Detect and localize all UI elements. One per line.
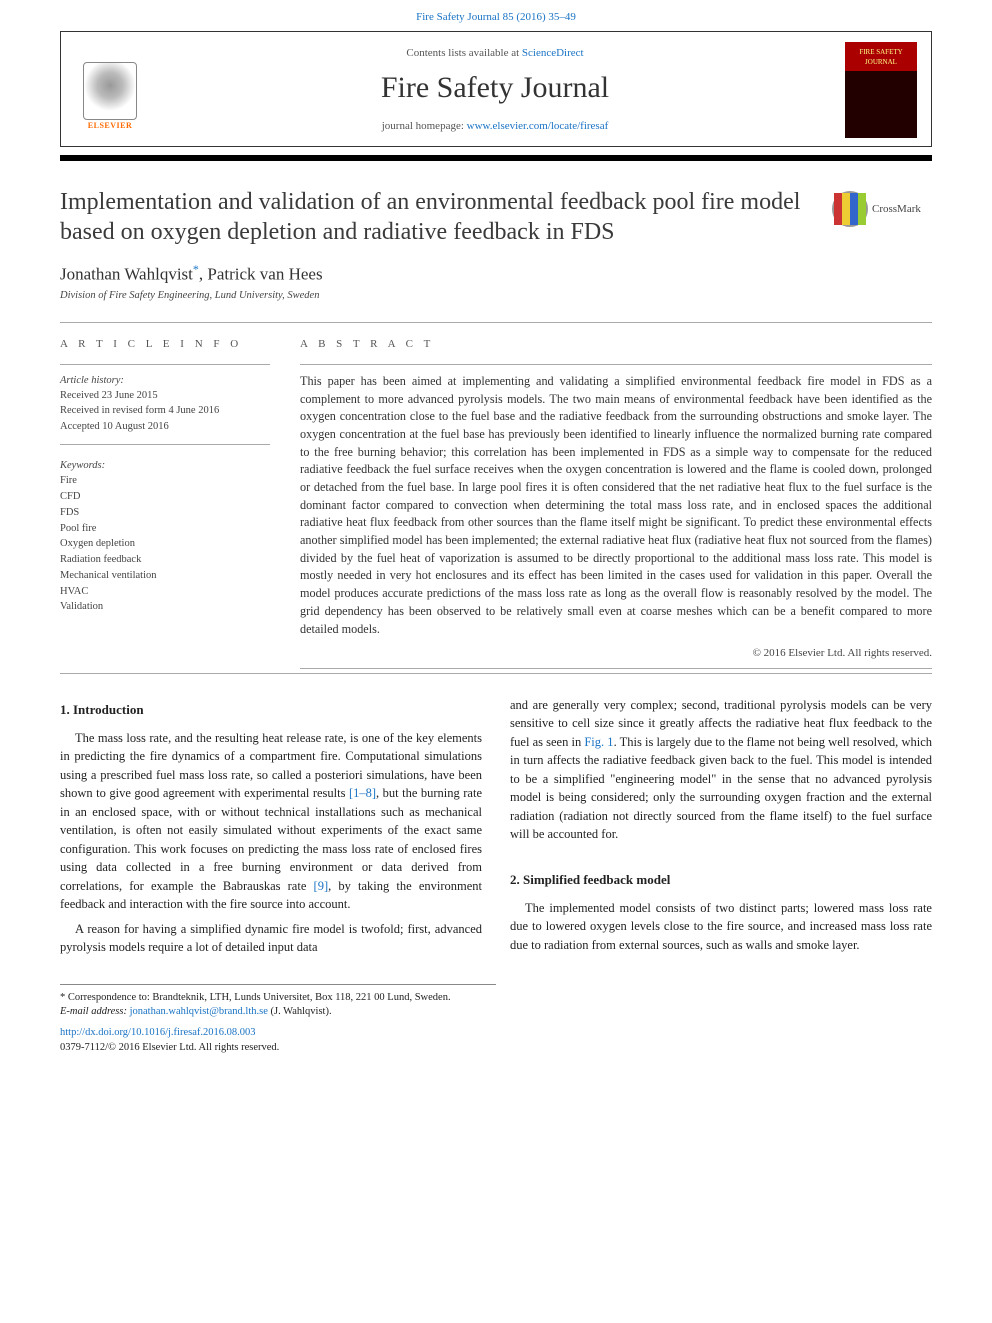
doi-link[interactable]: http://dx.doi.org/10.1016/j.firesaf.2016… (60, 1027, 256, 1038)
issn-copyright: 0379-7112/© 2016 Elsevier Ltd. All right… (60, 1041, 932, 1056)
keyword: Fire (60, 473, 270, 489)
section-2-head: 2. Simplified feedback model (510, 870, 932, 889)
keyword: Pool fire (60, 521, 270, 537)
figure-link-1[interactable]: Fig. 1 (584, 735, 613, 749)
contents-line: Contents lists available at ScienceDirec… (159, 46, 831, 61)
corresponding-footnote: * Correspondence to: Brandteknik, LTH, L… (60, 991, 496, 1006)
article-info-head: A R T I C L E I N F O (60, 337, 270, 352)
section-1-head: 1. Introduction (60, 700, 482, 719)
email-suffix: (J. Wahlqvist). (268, 1006, 332, 1017)
sciencedirect-link[interactable]: ScienceDirect (522, 47, 584, 59)
email-footnote: E-mail address: jonathan.wahlqvist@brand… (60, 1005, 496, 1020)
header-rule (60, 155, 932, 161)
journal-cover-thumb: FIRE SAFETY JOURNAL (845, 42, 917, 138)
article-history: Article history: Received 23 June 2015 R… (60, 373, 270, 434)
email-link[interactable]: jonathan.wahlqvist@brand.lth.se (130, 1006, 268, 1017)
body-span: , but the burning rate in an enclosed sp… (60, 786, 482, 893)
running-header: Fire Safety Journal 85 (2016) 35–49 (0, 0, 992, 31)
author-1: Jonathan Wahlqvist (60, 265, 193, 284)
section-1-para-3: and are generally very complex; second, … (510, 696, 932, 844)
keywords-list: Fire CFD FDS Pool fire Oxygen depletion … (60, 473, 270, 615)
email-label: E-mail address: (60, 1006, 130, 1017)
history-revised: Received in revised form 4 June 2016 (60, 403, 270, 418)
affiliation: Division of Fire Safety Engineering, Lun… (60, 289, 932, 304)
history-received: Received 23 June 2015 (60, 388, 270, 403)
paper-title: Implementation and validation of an envi… (60, 187, 932, 247)
publisher-logo-text: ELSEVIER (88, 120, 132, 131)
keyword: CFD (60, 489, 270, 505)
abstract-text: This paper has been aimed at implementin… (300, 373, 932, 638)
crossmark-icon (832, 191, 868, 227)
contents-prefix: Contents lists available at (406, 47, 521, 59)
abstract-copyright: © 2016 Elsevier Ltd. All rights reserved… (300, 646, 932, 661)
footnotes: * Correspondence to: Brandteknik, LTH, L… (60, 984, 496, 1020)
abstract-head: A B S T R A C T (300, 337, 932, 352)
history-label: Article history: (60, 373, 270, 388)
homepage-prefix: journal homepage: (382, 120, 467, 132)
keyword: HVAC (60, 584, 270, 600)
keyword: FDS (60, 505, 270, 521)
keyword: Validation (60, 599, 270, 615)
keyword: Mechanical ventilation (60, 568, 270, 584)
homepage-line: journal homepage: www.elsevier.com/locat… (159, 119, 831, 134)
section-1-para-2: A reason for having a simplified dynamic… (60, 920, 482, 957)
cover-text: FIRE SAFETY JOURNAL (847, 48, 915, 68)
abstract-column: A B S T R A C T This paper has been aime… (300, 323, 932, 669)
body-text: 1. Introduction The mass loss rate, and … (60, 696, 932, 962)
history-accepted: Accepted 10 August 2016 (60, 419, 270, 434)
homepage-link[interactable]: www.elsevier.com/locate/firesaf (467, 120, 609, 132)
keywords-head: Keywords: (60, 459, 270, 474)
keyword: Radiation feedback (60, 552, 270, 568)
journal-header: ELSEVIER Contents lists available at Sci… (60, 31, 932, 147)
elsevier-tree-icon (83, 62, 137, 120)
citation-link[interactable]: Fire Safety Journal 85 (2016) 35–49 (416, 11, 576, 23)
journal-name: Fire Safety Journal (159, 67, 831, 109)
section-2-para-1: The implemented model consists of two di… (510, 899, 932, 955)
body-span: . This is largely due to the flame not b… (510, 735, 932, 842)
article-info-column: A R T I C L E I N F O Article history: R… (60, 323, 270, 669)
author-list: Jonathan Wahlqvist*, Patrick van Hees (60, 261, 932, 286)
publisher-logo: ELSEVIER (75, 49, 145, 131)
rule-2 (60, 673, 932, 674)
section-1-para-1: The mass loss rate, and the resulting he… (60, 729, 482, 914)
doi-block: http://dx.doi.org/10.1016/j.firesaf.2016… (60, 1026, 932, 1055)
ref-link-1-8[interactable]: [1–8] (349, 786, 376, 800)
crossmark-label: CrossMark (872, 202, 921, 217)
keyword: Oxygen depletion (60, 536, 270, 552)
author-2: , Patrick van Hees (199, 265, 323, 284)
ref-link-9[interactable]: [9] (314, 879, 329, 893)
crossmark-badge[interactable]: CrossMark (832, 191, 932, 227)
header-center: Contents lists available at ScienceDirec… (159, 46, 831, 135)
